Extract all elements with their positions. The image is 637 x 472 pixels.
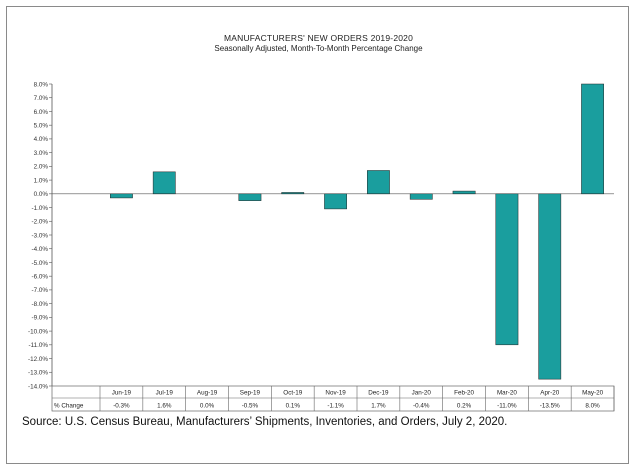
value-label: -0.4% — [413, 403, 430, 410]
y-tick-label: 3.0% — [34, 150, 49, 157]
category-label: Aug-19 — [197, 390, 218, 397]
y-tick-label: -14.0% — [28, 383, 48, 390]
y-tick-label: -7.0% — [32, 287, 49, 294]
bar-apr-20 — [539, 194, 561, 379]
y-tick-label: -1.0% — [32, 205, 49, 212]
value-label: 1.6% — [157, 403, 172, 410]
bar-jul-19 — [153, 172, 175, 194]
category-label: Jul-19 — [156, 390, 174, 397]
value-label: 8.0% — [585, 403, 600, 410]
value-label: -11.0% — [497, 403, 517, 410]
category-label: Jan-20 — [412, 390, 432, 397]
y-tick-label: -9.0% — [32, 315, 49, 322]
category-label: Mar-20 — [497, 390, 517, 397]
bar-jan-20 — [410, 194, 432, 199]
y-axis: 8.0% 7.0% 6.0% 5.0% 4.0% 3.0% 2.0% 1.0% 0.0% -1.0… — [28, 81, 614, 390]
table-row-label: % Change — [54, 403, 84, 410]
value-label: -0.3% — [113, 403, 130, 410]
y-tick-label: 0.0% — [34, 191, 49, 198]
y-tick-label: -13.0% — [28, 370, 48, 377]
y-tick-label: 1.0% — [34, 177, 49, 184]
value-label: -0.5% — [242, 403, 259, 410]
y-tick-label: 4.0% — [34, 136, 49, 143]
y-tick-label: -4.0% — [32, 246, 49, 253]
category-label: Oct-19 — [283, 390, 302, 397]
value-label: 0.1% — [286, 403, 301, 410]
bars — [110, 84, 603, 379]
y-tick-label: -11.0% — [29, 342, 49, 349]
bar-sep-19 — [239, 194, 261, 201]
category-label: May-20 — [582, 390, 603, 397]
category-label: Dec-19 — [368, 390, 389, 397]
bar-dec-19 — [367, 170, 389, 193]
value-label: 0.2% — [457, 403, 472, 410]
bar-mar-20 — [496, 194, 518, 345]
y-tick-label: -5.0% — [32, 260, 49, 267]
source-note: Source: U.S. Census Bureau, Manufacturer… — [22, 414, 582, 430]
y-tick-label: 5.0% — [34, 122, 49, 129]
value-label: 1.7% — [371, 403, 386, 410]
y-tick-label: -8.0% — [32, 301, 49, 308]
category-label: Sep-19 — [240, 390, 261, 397]
y-tick-label: -12.0% — [28, 356, 48, 363]
bar-oct-19 — [282, 192, 304, 193]
value-label: 0.0% — [200, 403, 215, 410]
y-tick-label: -3.0% — [32, 232, 49, 239]
y-tick-label: -6.0% — [32, 273, 49, 280]
bar-feb-20 — [453, 191, 475, 194]
y-tick-label: 7.0% — [34, 95, 49, 102]
category-label: Jun-19 — [112, 390, 132, 397]
bar-nov-19 — [324, 194, 346, 209]
bar-jun-19 — [110, 194, 132, 198]
y-tick-label: 8.0% — [34, 81, 49, 88]
category-label: Apr-20 — [540, 390, 559, 397]
category-label: Nov-19 — [325, 390, 346, 397]
y-tick-label: 2.0% — [34, 164, 49, 171]
data-table: % Change Jun-19 -0.3% Jul-19 1.6% Aug-19 0.0% S… — [52, 386, 614, 411]
y-tick-label: -10.0% — [28, 328, 48, 335]
y-tick-label: 6.0% — [34, 109, 49, 116]
value-label: -13.5% — [540, 403, 560, 410]
value-label: -1.1% — [327, 403, 344, 410]
y-tick-label: -2.0% — [32, 219, 49, 226]
bar-may-20 — [581, 84, 603, 194]
category-label: Feb-20 — [454, 390, 474, 397]
